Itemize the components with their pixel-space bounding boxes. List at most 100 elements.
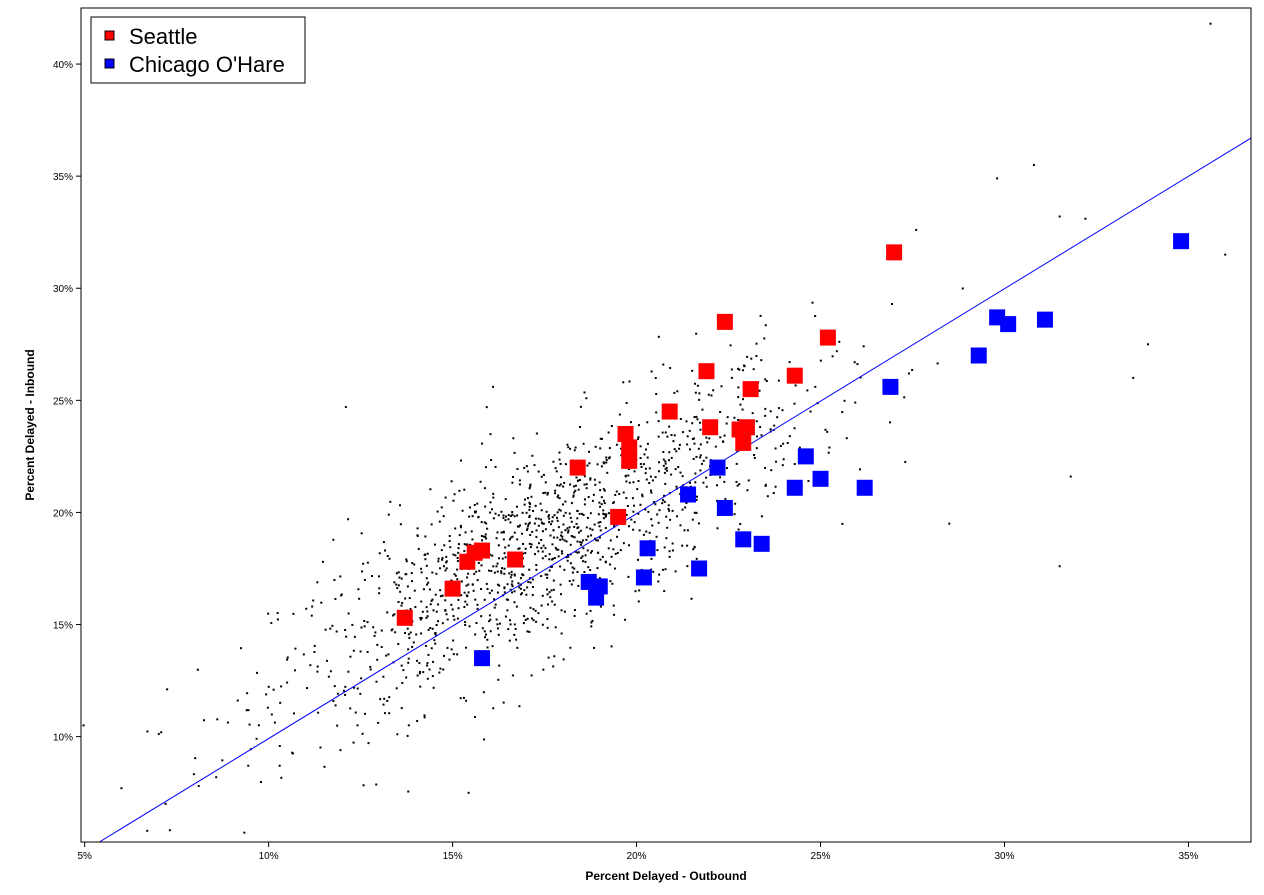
background-point bbox=[609, 580, 612, 583]
background-point bbox=[395, 583, 398, 586]
background-point bbox=[378, 592, 381, 595]
background-point bbox=[535, 432, 538, 435]
background-point bbox=[504, 546, 507, 549]
background-point bbox=[724, 497, 727, 500]
background-point bbox=[551, 558, 554, 561]
background-point bbox=[276, 618, 279, 621]
background-point bbox=[590, 625, 593, 628]
background-point bbox=[507, 514, 510, 517]
background-point bbox=[719, 411, 722, 414]
background-point bbox=[473, 503, 476, 506]
seattle-marker bbox=[617, 425, 634, 442]
background-point bbox=[890, 303, 893, 306]
background-point bbox=[441, 594, 444, 597]
background-point bbox=[580, 556, 583, 559]
background-point bbox=[513, 531, 516, 534]
background-point bbox=[617, 528, 620, 531]
background-point bbox=[544, 555, 547, 558]
background-point bbox=[474, 633, 477, 636]
background-point bbox=[581, 539, 584, 542]
background-point bbox=[654, 377, 657, 380]
background-point bbox=[437, 560, 440, 563]
background-point bbox=[508, 572, 511, 575]
seattle-marker bbox=[742, 381, 759, 398]
background-point bbox=[160, 731, 163, 734]
background-point bbox=[551, 543, 554, 546]
background-point bbox=[344, 406, 347, 409]
background-point bbox=[746, 355, 749, 358]
background-point bbox=[551, 565, 554, 568]
background-point bbox=[686, 443, 689, 446]
x-tick-label: 25% bbox=[811, 851, 831, 862]
background-point bbox=[556, 519, 559, 522]
background-point bbox=[420, 567, 423, 570]
background-point bbox=[859, 468, 862, 471]
background-point bbox=[628, 481, 631, 484]
background-point bbox=[615, 443, 618, 446]
background-point bbox=[643, 453, 646, 456]
background-point bbox=[494, 603, 497, 606]
background-point bbox=[456, 653, 459, 656]
background-point bbox=[492, 517, 495, 520]
background-point bbox=[612, 548, 615, 551]
background-point bbox=[484, 505, 487, 508]
background-point bbox=[591, 619, 594, 622]
background-point bbox=[765, 380, 768, 383]
background-point bbox=[688, 448, 691, 451]
background-point bbox=[587, 496, 590, 499]
background-point bbox=[537, 550, 540, 553]
background-point bbox=[856, 363, 859, 366]
background-point bbox=[476, 603, 479, 606]
background-point bbox=[387, 513, 390, 516]
background-point bbox=[668, 555, 671, 558]
background-point bbox=[504, 498, 507, 501]
background-point bbox=[583, 391, 586, 394]
background-point bbox=[719, 436, 722, 439]
background-point bbox=[540, 509, 543, 512]
background-point bbox=[486, 527, 489, 530]
background-point bbox=[782, 442, 785, 445]
background-point bbox=[377, 721, 380, 724]
background-point bbox=[358, 597, 361, 600]
background-point bbox=[443, 544, 446, 547]
background-point bbox=[426, 677, 429, 680]
background-point bbox=[395, 687, 398, 690]
background-point bbox=[382, 675, 385, 678]
y-tick-label: 30% bbox=[53, 284, 73, 295]
background-point bbox=[699, 469, 702, 472]
background-point bbox=[528, 501, 531, 504]
background-point bbox=[367, 742, 370, 745]
y-tick-label: 35% bbox=[53, 172, 73, 183]
background-point bbox=[545, 588, 548, 591]
background-point bbox=[862, 345, 865, 348]
background-point bbox=[764, 407, 767, 410]
background-point bbox=[648, 531, 651, 534]
background-point bbox=[557, 526, 560, 529]
background-point bbox=[557, 494, 560, 497]
background-point bbox=[678, 447, 681, 450]
background-point bbox=[469, 506, 472, 509]
background-point bbox=[853, 361, 856, 364]
background-point bbox=[755, 435, 758, 438]
background-point bbox=[747, 479, 750, 482]
background-point bbox=[542, 544, 545, 547]
background-point bbox=[560, 632, 563, 635]
background-point bbox=[442, 515, 445, 518]
background-point bbox=[511, 513, 514, 516]
background-point bbox=[630, 421, 633, 424]
background-point bbox=[431, 627, 434, 630]
background-point bbox=[292, 612, 295, 615]
background-point bbox=[546, 576, 549, 579]
background-point bbox=[544, 547, 547, 550]
background-point bbox=[389, 500, 392, 503]
background-point bbox=[664, 482, 667, 485]
background-point bbox=[502, 701, 505, 704]
background-point bbox=[326, 659, 329, 662]
background-point bbox=[661, 568, 664, 571]
background-point bbox=[484, 466, 487, 469]
background-point bbox=[426, 583, 429, 586]
background-point bbox=[907, 372, 910, 375]
background-point bbox=[655, 535, 658, 538]
background-point bbox=[556, 511, 559, 514]
background-point bbox=[676, 390, 679, 393]
